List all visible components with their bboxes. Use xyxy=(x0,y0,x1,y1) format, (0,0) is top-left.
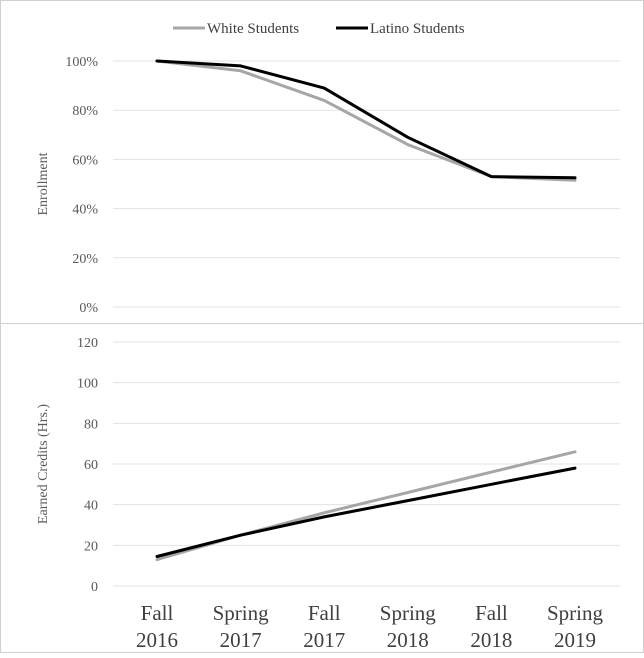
x-tick-label-line2: 2018 xyxy=(387,628,429,652)
enrollment-y-tick-label: 60% xyxy=(72,153,98,168)
enrollment-y-tick-label: 100% xyxy=(65,55,98,70)
credits-y-tick-label: 80 xyxy=(84,417,98,432)
enrollment-y-tick-label: 20% xyxy=(72,252,98,267)
x-axis-labels: Fall 2016 Spring 2017 Fall 2017 Spring 2018 Fall… xyxy=(136,601,603,652)
x-tick-label-line1: Fall xyxy=(475,601,508,625)
x-tick-label-line2: 2018 xyxy=(470,628,512,652)
x-tick-label-line1: Fall xyxy=(308,601,341,625)
enrollment-series-latino-students xyxy=(155,59,577,180)
x-tick-label-line2: 2016 xyxy=(136,628,178,652)
enrollment-y-tick-label: 40% xyxy=(72,203,98,218)
x-tick-label-line1: Spring xyxy=(547,601,604,625)
credits-y-axis-title: Earned Credits (Hrs.) xyxy=(36,404,51,524)
credits-y-tick-label: 0 xyxy=(91,580,98,595)
x-tick-label-line2: 2017 xyxy=(303,628,345,652)
x-tick-label-line1: Spring xyxy=(380,601,437,625)
enrollment-y-tick-label: 0% xyxy=(79,301,98,316)
enrollment-panel: 0% 20% 40% 60% 80% 100% Enrollment xyxy=(36,55,620,316)
x-tick-label-line1: Spring xyxy=(213,601,270,625)
credits-panel: 0 20 40 60 80 100 120 Earned Credits (Hrs.) xyxy=(36,336,620,595)
x-tick-label-line2: 2017 xyxy=(220,628,262,652)
credits-y-tick-label: 60 xyxy=(84,458,98,473)
enrollment-y-axis-title: Enrollment xyxy=(36,152,51,215)
credits-series-latino-students xyxy=(155,466,577,558)
legend-label-latino-students: Latino Students xyxy=(370,21,465,37)
credits-y-tick-label: 100 xyxy=(77,377,98,392)
legend: White Students Latino Students xyxy=(173,21,465,37)
x-tick-label-line2: 2019 xyxy=(554,628,596,652)
enrollment-y-tick-label: 80% xyxy=(72,104,98,119)
credits-y-tick-label: 120 xyxy=(77,336,98,351)
legend-label-white-students: White Students xyxy=(207,21,299,37)
x-tick-label-line1: Fall xyxy=(141,601,174,625)
credits-y-tick-label: 20 xyxy=(84,539,98,554)
credits-y-tick-label: 40 xyxy=(84,499,98,514)
